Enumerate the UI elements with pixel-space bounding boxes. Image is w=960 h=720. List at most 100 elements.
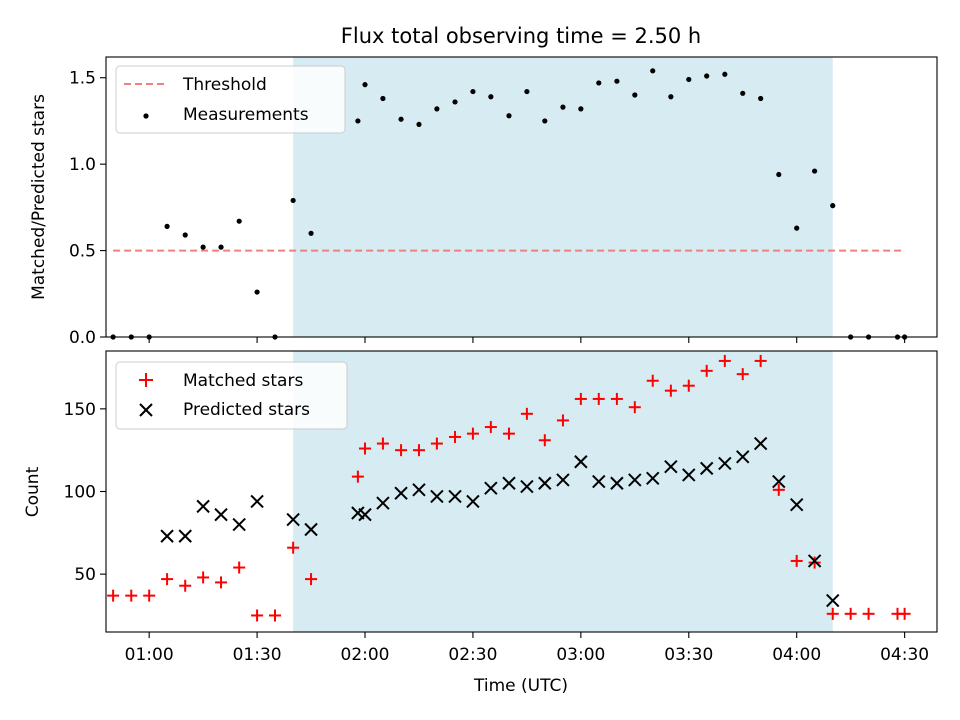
legend-label-matched-stars: Matched stars bbox=[183, 371, 303, 391]
matched-stars-point bbox=[736, 368, 749, 381]
matched-stars-point bbox=[449, 430, 462, 443]
matched-stars-point bbox=[682, 379, 695, 392]
matched-stars-point bbox=[772, 483, 785, 496]
predicted-stars-point bbox=[520, 479, 534, 494]
measurements-point bbox=[355, 118, 361, 124]
predicted-stars-point bbox=[412, 483, 426, 497]
measurements-point bbox=[380, 95, 386, 102]
top-panel-axes: 0.0 0.5 1.0 1.5 bbox=[69, 69, 906, 348]
predicted-stars-point bbox=[214, 507, 228, 522]
predicted-stars-point bbox=[628, 473, 642, 487]
predicted-stars-point bbox=[664, 459, 678, 474]
matched-stars-point bbox=[664, 384, 677, 397]
matched-stars-point bbox=[107, 589, 120, 602]
predicted-stars-point bbox=[196, 499, 210, 514]
predicted-stars-point bbox=[718, 456, 732, 471]
predicted-stars-point bbox=[807, 554, 822, 568]
measurements-point bbox=[488, 94, 494, 100]
measurements-point bbox=[794, 225, 800, 231]
measurements-point bbox=[182, 232, 188, 238]
bottom-observing-window-shade bbox=[293, 351, 833, 632]
predicted-stars-point bbox=[610, 476, 624, 490]
matched-stars-point bbox=[351, 470, 364, 483]
predicted-stars-point bbox=[772, 474, 786, 489]
measurements-point bbox=[578, 106, 584, 112]
predicted-stars-point bbox=[466, 494, 480, 509]
predicted-stars-point bbox=[699, 461, 714, 476]
bottom-panel-axes: 50 100 150 01:00 01:30 02:00 02:30 03:00 03:30 04… bbox=[64, 400, 930, 665]
predicted-stars-point bbox=[358, 507, 372, 522]
predicted-stars-point bbox=[556, 473, 570, 487]
matched-stars-point bbox=[646, 374, 659, 387]
predicted-stars-point bbox=[646, 471, 660, 485]
measurements-point bbox=[362, 82, 368, 88]
matched-stars-point bbox=[125, 589, 138, 602]
matched-stars-point bbox=[502, 427, 515, 440]
x-tick-label: 04:00 bbox=[772, 645, 821, 665]
x-tick-label: 03:30 bbox=[664, 645, 713, 665]
measurements-point bbox=[686, 76, 692, 83]
matched-stars-point bbox=[754, 354, 767, 367]
measurements-point bbox=[596, 80, 602, 86]
legend-swatch-measurements bbox=[143, 113, 149, 119]
matched-stars-point bbox=[233, 561, 246, 574]
matched-stars-point bbox=[287, 541, 300, 554]
top-observing-window-shade bbox=[293, 57, 833, 337]
bottom-panel: 50 100 150 01:00 01:30 02:00 02:30 03:00 03:30 04… bbox=[23, 350, 938, 696]
measurements-point bbox=[200, 244, 206, 250]
measurements-point bbox=[614, 78, 620, 84]
x-tick-label: 04:30 bbox=[880, 645, 929, 665]
matched-stars-point bbox=[844, 607, 857, 620]
matched-stars-point bbox=[520, 407, 533, 420]
predicted-stars-point bbox=[736, 450, 750, 464]
matched-stars-point bbox=[215, 576, 228, 589]
top-y-tick-label: 0.0 bbox=[69, 328, 96, 348]
matched-stars-point bbox=[574, 392, 587, 405]
matched-stars-point bbox=[592, 392, 605, 405]
x-tick-label: 02:30 bbox=[448, 645, 497, 665]
top-y-tick-label: 1.0 bbox=[69, 155, 96, 175]
matched-stars-point bbox=[430, 437, 443, 450]
matched-stars-point bbox=[305, 573, 318, 586]
measurements-point bbox=[308, 230, 314, 236]
matched-stars-point bbox=[466, 427, 479, 440]
matched-stars-point bbox=[628, 401, 641, 414]
x-tick-label: 01:30 bbox=[233, 645, 282, 665]
measurements-point bbox=[164, 223, 170, 229]
x-tick-label: 03:00 bbox=[556, 645, 605, 665]
predicted-stars-point bbox=[160, 529, 174, 543]
measurements-point bbox=[254, 289, 260, 295]
measurements-point bbox=[812, 168, 818, 174]
bottom-y-tick-label: 50 bbox=[74, 565, 96, 585]
predicted-stars-point bbox=[538, 476, 552, 490]
predicted-stars-point bbox=[304, 522, 318, 537]
x-tick-label: 01:00 bbox=[125, 645, 174, 665]
matched-stars-point bbox=[862, 607, 875, 620]
measurements-point bbox=[398, 116, 404, 122]
top-panel-frame bbox=[105, 56, 938, 338]
matched-stars-point bbox=[826, 607, 839, 620]
measurements-point bbox=[416, 121, 422, 128]
matched-stars-point bbox=[898, 607, 911, 620]
top-panel-marks bbox=[110, 68, 908, 340]
measurements-point bbox=[542, 118, 548, 124]
x-tick-label: 02:00 bbox=[341, 645, 390, 665]
legend-label-threshold: Threshold bbox=[182, 75, 267, 95]
matched-stars-point bbox=[412, 444, 425, 457]
measurements-point bbox=[722, 71, 728, 77]
predicted-stars-point bbox=[682, 468, 696, 482]
bottom-panel-marks bbox=[107, 354, 911, 622]
bottom-y-tick-label: 150 bbox=[64, 400, 96, 420]
top-y-axis-label: Matched/Predicted stars bbox=[29, 94, 49, 300]
measurements-point bbox=[776, 171, 782, 178]
measurements-point bbox=[218, 244, 224, 250]
predicted-stars-point bbox=[250, 494, 264, 509]
measurements-point bbox=[524, 88, 530, 95]
predicted-stars-point bbox=[574, 455, 588, 469]
measurements-point bbox=[632, 92, 638, 98]
predicted-stars-point bbox=[448, 489, 462, 504]
matched-stars-point bbox=[359, 442, 372, 455]
predicted-stars-point bbox=[592, 474, 606, 489]
predicted-stars-point bbox=[232, 517, 246, 532]
